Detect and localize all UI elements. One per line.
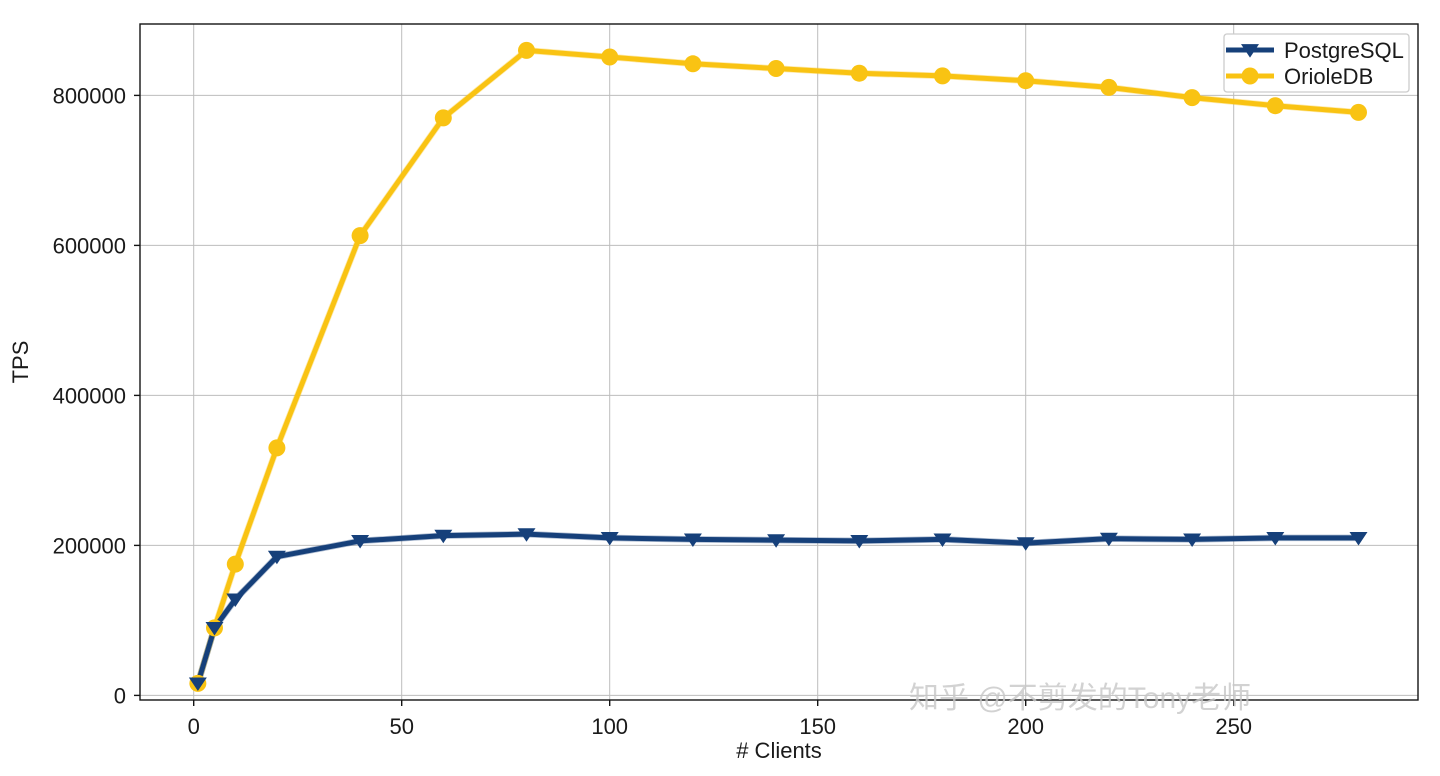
svg-text:0: 0 (114, 683, 126, 708)
svg-text:0: 0 (188, 714, 200, 739)
svg-text:50: 50 (389, 714, 413, 739)
svg-text:知乎 @不剪发的Tony老师: 知乎 @不剪发的Tony老师 (909, 682, 1251, 715)
svg-text:400000: 400000 (53, 383, 126, 408)
svg-text:OrioleDB: OrioleDB (1284, 64, 1373, 89)
svg-text:# Clients: # Clients (736, 738, 822, 763)
svg-text:600000: 600000 (53, 233, 126, 258)
svg-text:800000: 800000 (53, 83, 126, 108)
svg-text:150: 150 (799, 714, 836, 739)
svg-text:250: 250 (1215, 714, 1252, 739)
svg-text:200: 200 (1007, 714, 1044, 739)
svg-text:100: 100 (591, 714, 628, 739)
svg-text:PostgreSQL: PostgreSQL (1284, 38, 1404, 63)
svg-text:TPS: TPS (8, 341, 33, 384)
svg-text:200000: 200000 (53, 533, 126, 558)
